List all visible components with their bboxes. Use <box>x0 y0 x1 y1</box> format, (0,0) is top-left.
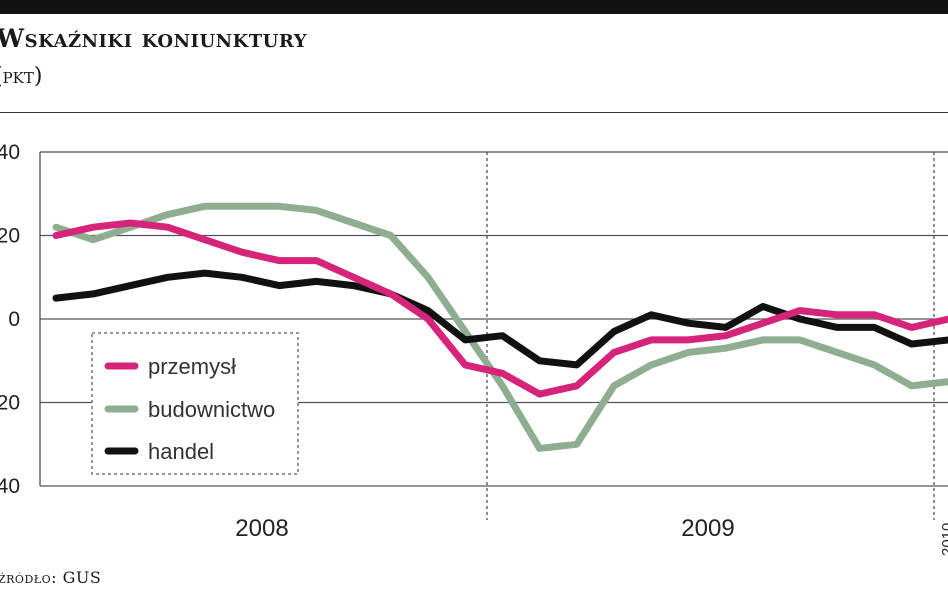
legend: przemysł budownictwo handel <box>91 332 299 475</box>
series-line-budownictwo <box>52 202 948 452</box>
legend-label-handel: handel <box>148 439 214 464</box>
y-tick-label: -20 <box>0 392 20 415</box>
y-axis-ticks: 40 20 0 -20 -40 <box>0 141 20 498</box>
series-lines <box>52 202 948 452</box>
series-line-przemysl <box>52 219 948 398</box>
year-separators: 2008 2009 2010 <box>235 152 948 556</box>
top-bar <box>0 0 948 14</box>
year-label-2008: 2008 <box>235 515 288 542</box>
series-line-handel <box>52 269 948 369</box>
chart-title: Wskaźniki koniunktury <box>0 24 308 53</box>
y-tick-label: 0 <box>8 308 20 331</box>
y-tick-label: 40 <box>0 141 20 164</box>
year-label-2010: 2010 <box>939 523 948 556</box>
y-tick-label: -40 <box>0 475 20 498</box>
header-rule <box>0 112 948 113</box>
year-label-2009: 2009 <box>681 515 734 542</box>
legend-label-budownictwo: budownictwo <box>148 397 275 422</box>
chart-unit: (pkt) <box>0 64 43 89</box>
legend-label-przemysl: przemysł <box>148 354 236 379</box>
y-tick-label: 20 <box>0 225 20 248</box>
source-note: źródło: GUS <box>0 568 102 587</box>
